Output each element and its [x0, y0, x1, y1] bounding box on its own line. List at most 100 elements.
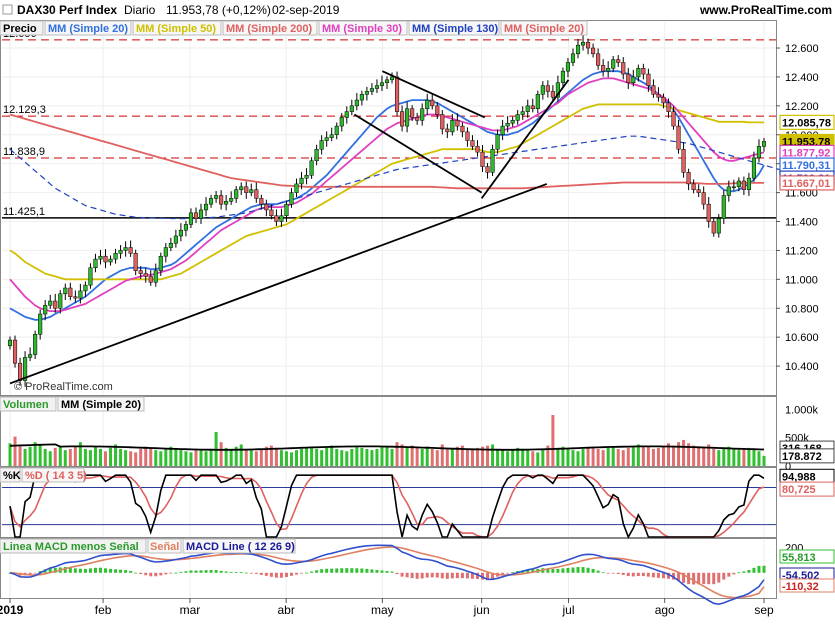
candle-body [143, 273, 148, 277]
macd-hist-bar [506, 572, 510, 574]
candle-body [168, 242, 173, 248]
volume-bar [360, 447, 364, 466]
candle-body [209, 198, 214, 205]
candle-body [575, 44, 581, 55]
candle-body [38, 313, 43, 335]
price-tag-label: 11.877,92 [782, 147, 830, 159]
candle-body [28, 354, 33, 358]
macd-hist-bar [93, 567, 97, 573]
legend-box [0, 20, 44, 36]
candle-body [726, 186, 731, 196]
volume-bar [189, 452, 193, 466]
macd-hist-bar [501, 572, 505, 575]
macd-hist-bar [470, 572, 474, 579]
macd-hist-bar [475, 572, 479, 579]
macd-hist-bar [124, 570, 128, 573]
volume-bar [410, 445, 414, 466]
macd-hist-bar [234, 571, 238, 573]
candle-body [470, 140, 475, 147]
candle-body [289, 192, 294, 205]
price-tick-label: 11.200 [785, 245, 818, 257]
candle-body [138, 270, 143, 274]
volume-bar [124, 450, 128, 466]
price-tick-label: 12.400 [785, 72, 819, 84]
volume-bar [129, 451, 133, 466]
volume-bar [149, 447, 153, 466]
candle-body [430, 99, 435, 107]
macd-hist-bar [269, 572, 273, 577]
macd-hist-bar [636, 572, 640, 577]
volume-bar [305, 447, 309, 466]
header-bar: DAX30 Perf Index Diario 11.953,78 (+0,12… [0, 0, 835, 20]
volume-bar [315, 449, 319, 466]
trendline [480, 79, 570, 199]
candle-body [440, 114, 445, 130]
candle-body [586, 41, 591, 49]
volume-bar [209, 450, 213, 466]
candle-body [118, 250, 123, 254]
volume-bar [68, 449, 72, 466]
volume-bar [365, 449, 369, 466]
volume-bar [556, 447, 560, 466]
macd-hist-bar [274, 572, 278, 578]
macd-hist-bar [566, 567, 570, 573]
candle-body [309, 160, 314, 176]
macd-hist-bar [692, 572, 696, 585]
macd-hist-bar [460, 572, 464, 579]
quote-label: 11.953,78 (+0,12%) [166, 3, 271, 17]
volume-bar [134, 452, 138, 466]
price-legend-title: Precio [3, 23, 37, 35]
month-label: ago [655, 603, 675, 617]
macd-hist-bar [38, 571, 42, 573]
macd-hist-bar [631, 572, 635, 577]
volume-bar [450, 449, 454, 466]
candle-body [706, 203, 711, 222]
macd-hist-bar [249, 572, 253, 574]
candle-body [314, 148, 319, 162]
candle-body [73, 296, 78, 299]
volume-bar [295, 450, 299, 466]
macd-hist-bar [239, 572, 243, 573]
volume-bar [752, 449, 756, 466]
macd-hist-bar [129, 570, 133, 573]
volume-bar [48, 451, 52, 466]
stoch-tag-label: 80,725 [782, 484, 816, 496]
candle-body [153, 270, 158, 283]
candle-body [580, 41, 586, 46]
volume-tick-label: 1.000k [785, 404, 819, 416]
candle-body [711, 221, 716, 234]
volume-bar [234, 446, 238, 466]
macd-hist-bar [380, 570, 384, 573]
volume-bar [194, 450, 198, 466]
volume-bar [179, 450, 183, 466]
legend-box [0, 396, 57, 412]
macd-panel [8, 544, 766, 606]
expand-icon[interactable] [2, 4, 13, 15]
candle-body [696, 189, 701, 193]
macd-hist-bar [656, 572, 660, 578]
candle-body [239, 186, 244, 190]
candle-body [249, 189, 254, 193]
candle-body [108, 258, 113, 263]
legend-box [44, 20, 132, 36]
candle-body [646, 73, 651, 86]
macd-hist-bar [586, 567, 590, 573]
macd-hist-bar [219, 570, 223, 573]
candle-body [415, 117, 420, 121]
volume-bar [109, 447, 113, 466]
macd-hist-bar [717, 572, 721, 583]
macd-legend: Linea MACD menos Señal Señal MACD Line ( 1… [0, 538, 296, 554]
volume-bar [712, 449, 716, 466]
volume-bar [440, 444, 444, 466]
ma-line [9, 77, 765, 313]
site-label[interactable]: www.ProRealTime.com [699, 3, 832, 17]
volume-bar [13, 436, 17, 466]
candle-body [751, 157, 756, 179]
volume-bar [330, 445, 334, 466]
candle-body [43, 305, 48, 315]
candle-body [23, 357, 28, 381]
volume-legend-title: Volumen [3, 399, 49, 411]
candle-body [364, 91, 369, 95]
volume-bar [23, 449, 27, 466]
volume-bar [682, 439, 686, 466]
